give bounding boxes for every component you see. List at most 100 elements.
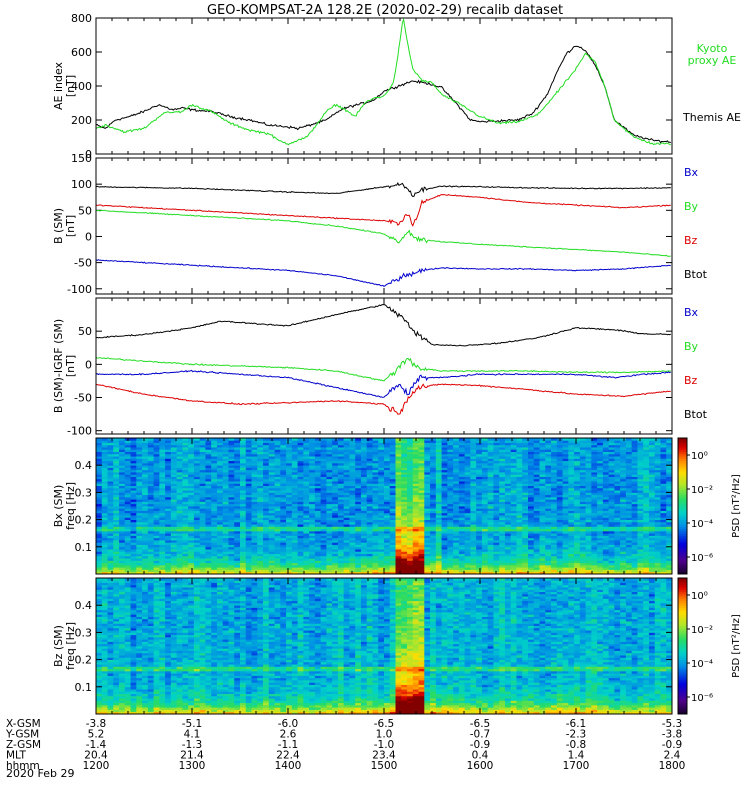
- bxspec-cell: [389, 481, 396, 484]
- bsm-series-by: [95, 209, 671, 257]
- bxspec-cell: [107, 515, 114, 518]
- bxspec-cell: [124, 521, 131, 525]
- bxspec-cell: [430, 551, 437, 554]
- bxspec-cell: [464, 515, 471, 518]
- bxspec-cell: [430, 555, 437, 559]
- bxspec-cell: [280, 555, 287, 559]
- bxspec-cell: [119, 476, 126, 480]
- bxspec-cell: [533, 460, 540, 464]
- bxspec-cell: [510, 508, 517, 511]
- bxspec-cell: [481, 571, 489, 575]
- bxspec-cell: [130, 438, 137, 441]
- bxspec-cell: [240, 499, 247, 502]
- bxspec-cell: [424, 521, 431, 525]
- bxspec-cell: [280, 524, 287, 527]
- bxspec-cell: [412, 551, 419, 554]
- bxspec-cell: [274, 540, 281, 543]
- bxspec-cell: [297, 449, 304, 452]
- bxspec-cell: [280, 460, 287, 464]
- bxspec-cell: [240, 483, 247, 486]
- bigrf-y-label: B (SM)-IGRF (SM): [52, 319, 65, 413]
- bxspec-cell: [332, 506, 339, 509]
- bxspec-cell: [136, 544, 143, 548]
- bxspec-cell: [147, 546, 154, 550]
- bxspec-cell: [476, 510, 483, 514]
- bxspec-cell: [522, 546, 529, 550]
- bxspec-cell: [234, 562, 241, 566]
- bxspec-cell: [528, 515, 535, 518]
- bxspec-cell: [337, 490, 345, 493]
- bxspec-cell: [516, 467, 523, 471]
- bxspec-cell: [343, 549, 350, 552]
- bxspec-cell: [193, 551, 201, 554]
- bxspec-cell: [257, 553, 264, 557]
- bxspec-cell: [170, 549, 178, 552]
- bxspec-cell: [360, 476, 368, 480]
- bxspec-cell: [159, 512, 166, 516]
- bxspec-cell: [430, 530, 437, 534]
- bxspec-cell: [205, 535, 212, 539]
- bxspec-cell: [130, 472, 137, 475]
- bxspec-cell: [245, 526, 252, 530]
- bxspec-cell: [263, 555, 270, 559]
- bxspec-cell: [101, 524, 108, 527]
- bxspec-cell: [424, 564, 431, 568]
- bxspec-cell: [407, 537, 414, 541]
- bxspec-cell: [130, 544, 137, 548]
- bxspec-cell: [251, 442, 258, 446]
- bxspec-cell: [424, 506, 431, 509]
- bxspec-cell: [349, 456, 356, 459]
- bxspec-cell: [245, 524, 252, 527]
- bxspec-cell: [124, 530, 131, 534]
- bxspec-cell: [476, 474, 483, 477]
- bxspec-cell: [96, 451, 103, 455]
- bxspec-cell: [153, 549, 160, 552]
- bxspec-cell: [533, 544, 540, 548]
- bxspec-cell: [96, 469, 103, 473]
- bxspec-cell: [286, 442, 293, 446]
- bxspec-cell: [332, 562, 339, 566]
- bxspec-cell: [234, 465, 241, 468]
- bxspec-cell: [349, 537, 356, 541]
- bxspec-cell: [343, 551, 350, 554]
- bxspec-cell: [430, 462, 437, 466]
- bxspec-cell: [332, 544, 339, 548]
- bxspec-cell: [101, 440, 108, 443]
- bxspec-cell: [378, 515, 385, 518]
- bxspec-cell: [378, 569, 385, 573]
- bxspec-cell: [389, 472, 396, 475]
- bxspec-cell: [240, 569, 247, 573]
- bxspec-cell: [142, 546, 149, 550]
- bxspec-cell: [142, 551, 149, 554]
- bxspec-cell: [268, 512, 275, 516]
- bxspec-cell: [291, 444, 298, 448]
- bxspec-cell: [326, 451, 333, 455]
- bxspec-cell: [430, 503, 437, 507]
- bxspec-cell: [430, 483, 437, 486]
- bxspec-cell: [458, 460, 466, 464]
- bxspec-cell: [222, 444, 229, 448]
- bxspec-cell: [205, 494, 212, 498]
- bxspec-cell: [476, 465, 483, 468]
- bxspec-cell: [240, 467, 247, 471]
- bxspec-cell: [522, 535, 529, 539]
- bxspec-cell: [176, 449, 183, 452]
- bxspec-cell: [165, 526, 172, 530]
- bxspec-cell: [159, 555, 166, 559]
- bxspec-cell: [326, 553, 333, 557]
- bxspec-cell: [470, 528, 477, 532]
- bxspec-cell: [435, 517, 442, 520]
- bxspec-cell: [107, 440, 114, 443]
- bxspec-cell: [418, 503, 425, 507]
- bxspec-cell: [441, 494, 448, 498]
- bxspec-cell: [395, 553, 402, 557]
- bxspec-cell: [326, 485, 333, 489]
- bxspec-cell: [533, 490, 540, 493]
- bxspec-cell: [332, 485, 339, 489]
- bxspec-cell: [263, 496, 270, 500]
- bxspec-cell: [245, 560, 252, 564]
- bxspec-cell: [193, 462, 201, 466]
- bxspec-cell: [130, 444, 137, 448]
- bxspec-cell: [170, 524, 178, 527]
- bxspec-cell: [464, 499, 471, 502]
